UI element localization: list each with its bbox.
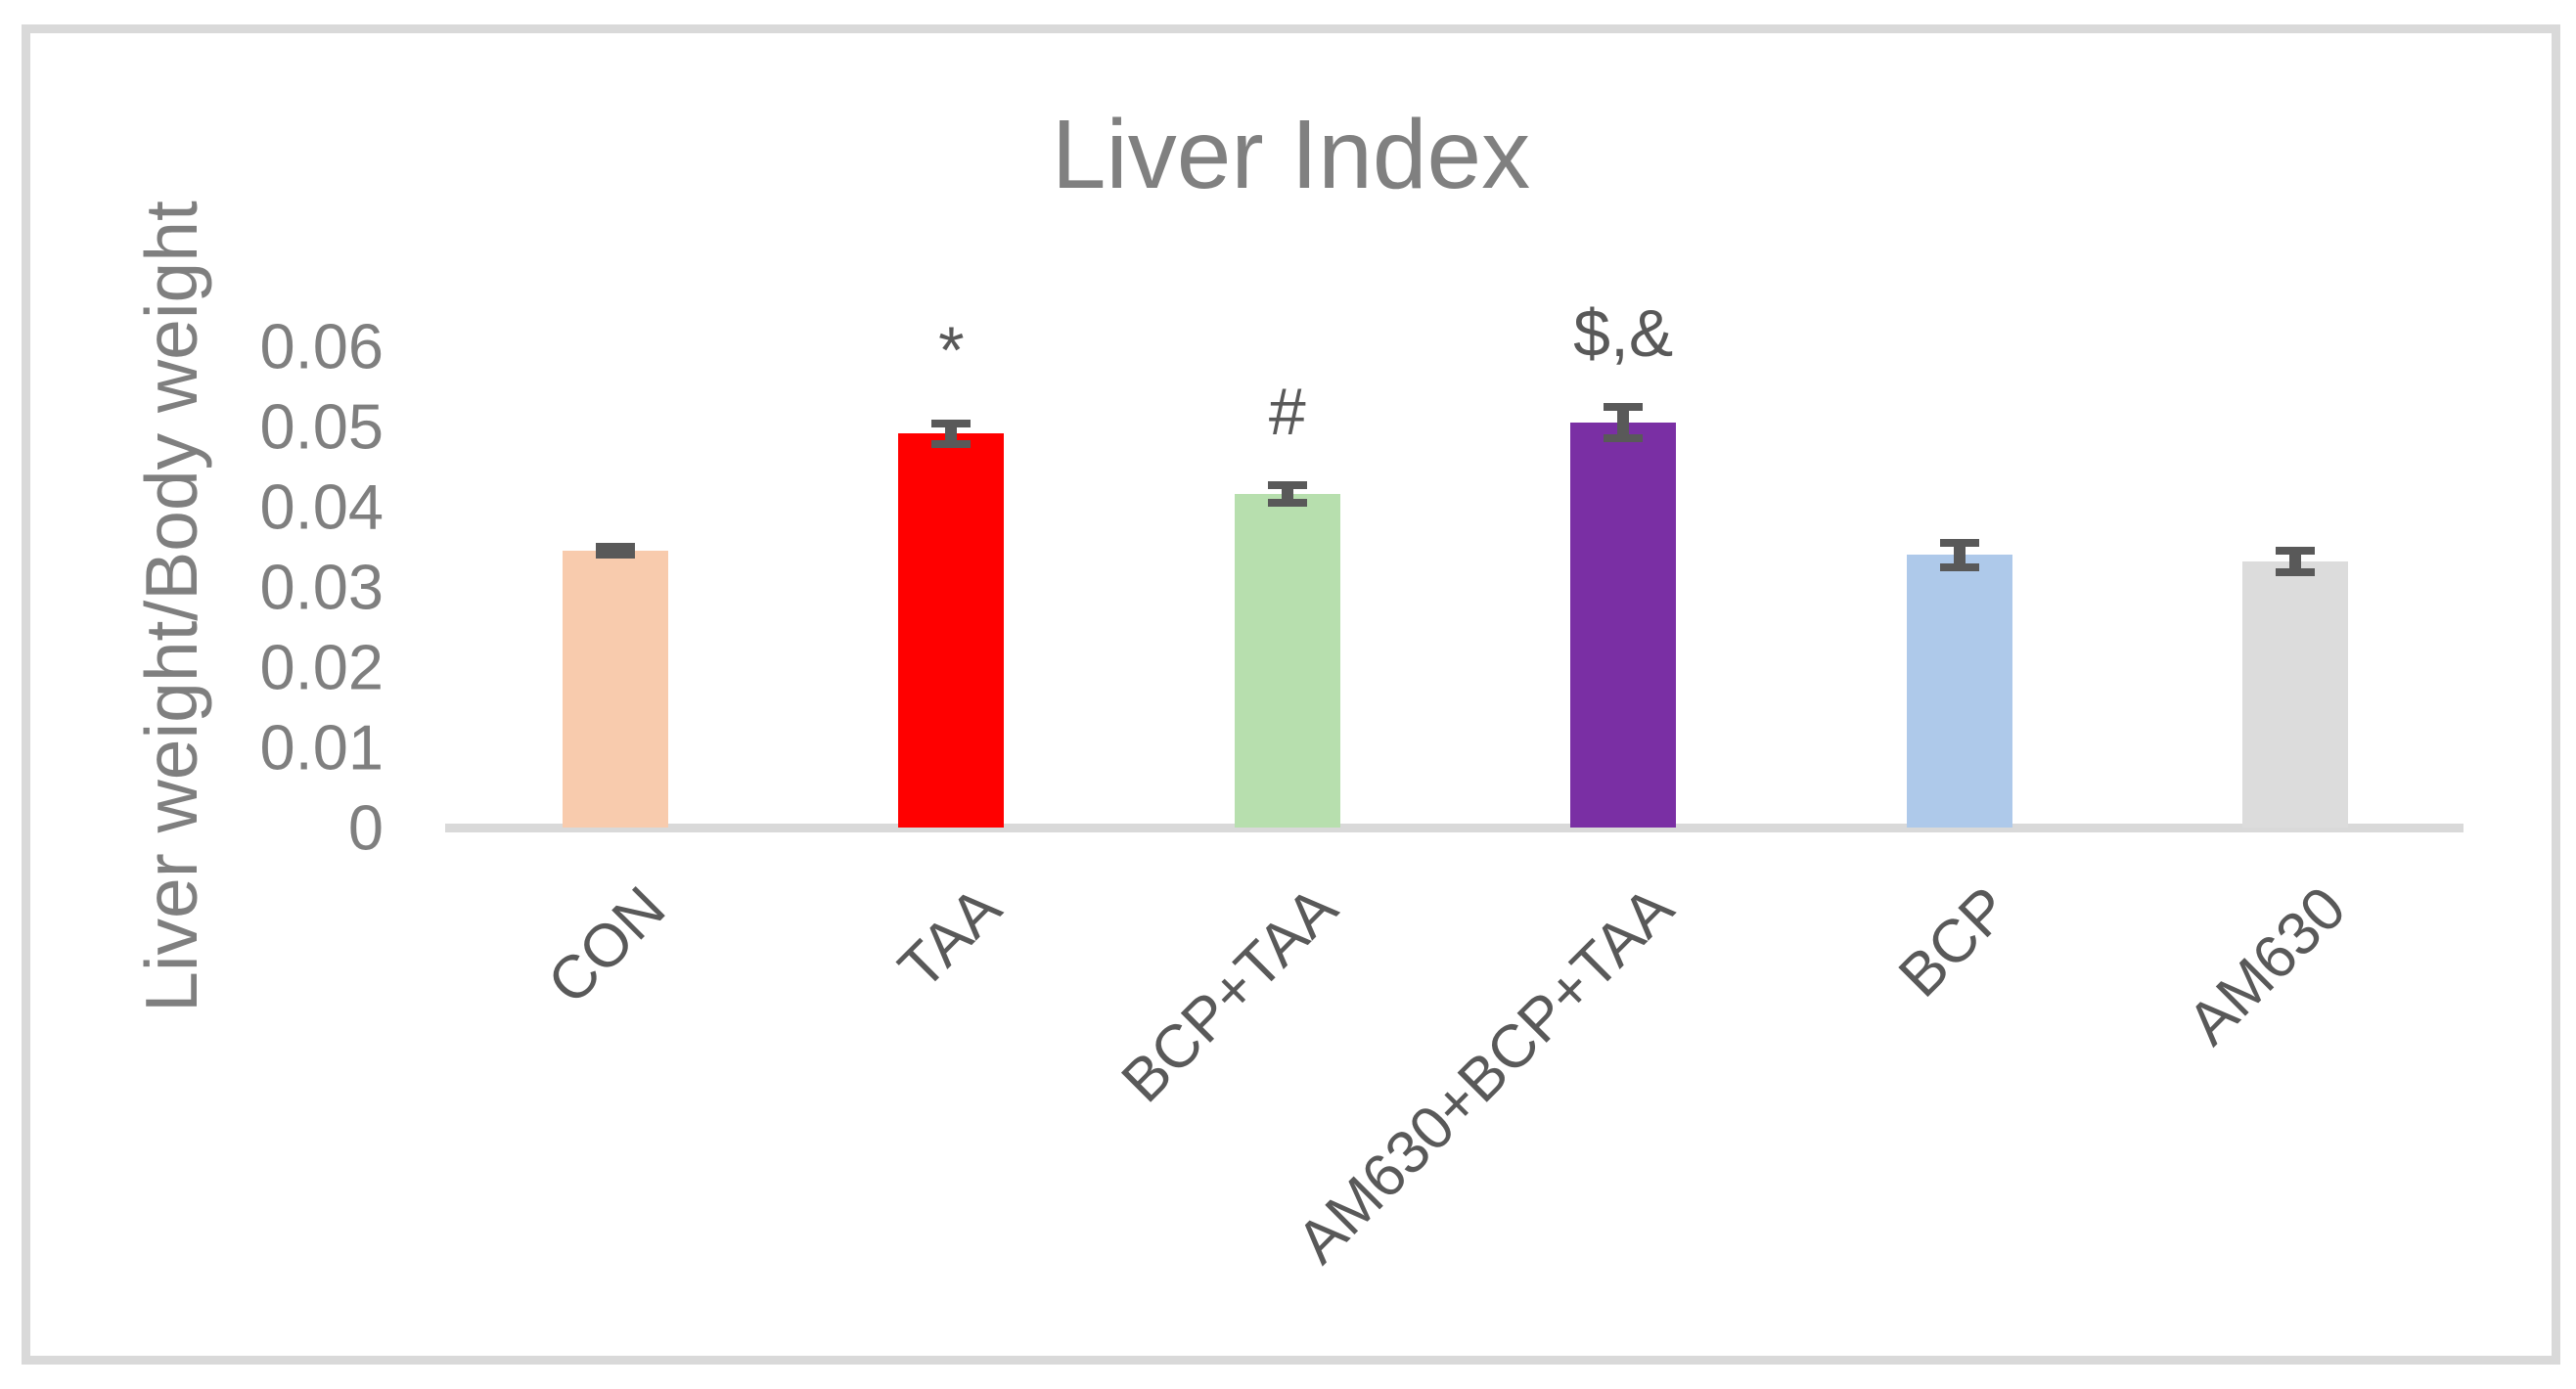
error-bar-cap [596, 543, 635, 552]
error-bar-stem [610, 547, 621, 556]
y-tick-label: 0.05 [259, 390, 384, 463]
error-bar-cap [1267, 480, 1307, 489]
error-bar-cap [931, 440, 972, 449]
y-tick-label: 0.02 [259, 631, 384, 703]
bar [898, 433, 1005, 828]
error-bar-cap [1604, 403, 1644, 412]
error-bar-stem [1617, 407, 1630, 438]
bar [1570, 423, 1677, 828]
bar [563, 551, 668, 828]
significance-annotation: * [938, 312, 965, 387]
error-bar-cap [1267, 499, 1307, 507]
y-tick-label: 0.06 [259, 310, 384, 382]
y-tick-label: 0.01 [259, 711, 384, 784]
error-bar-cap [2276, 567, 2315, 576]
bar [1234, 493, 1340, 828]
error-bar-stem [945, 423, 958, 445]
error-bar-stem [1953, 543, 1966, 567]
error-bar-stem [1281, 484, 1293, 503]
error-bar-cap [1939, 562, 1979, 571]
y-axis-title: Liver weight/Body weight [130, 201, 212, 1012]
bar [2242, 560, 2348, 828]
error-bar-cap [931, 419, 972, 427]
error-bar-cap [2276, 547, 2315, 556]
significance-annotation: $,& [1573, 296, 1674, 372]
error-bar-cap [1604, 433, 1644, 442]
chart-title: Liver Index [1051, 100, 1531, 209]
y-tick-label: 0.04 [259, 470, 384, 543]
error-bar-cap [596, 551, 635, 560]
significance-annotation: # [1268, 374, 1306, 449]
y-tick-label: 0 [347, 791, 384, 864]
bar [1906, 555, 2012, 828]
error-bar-stem [2289, 551, 2301, 572]
x-axis-line [445, 824, 2463, 832]
y-tick-label: 0.03 [259, 551, 384, 623]
error-bar-cap [1939, 539, 1979, 547]
